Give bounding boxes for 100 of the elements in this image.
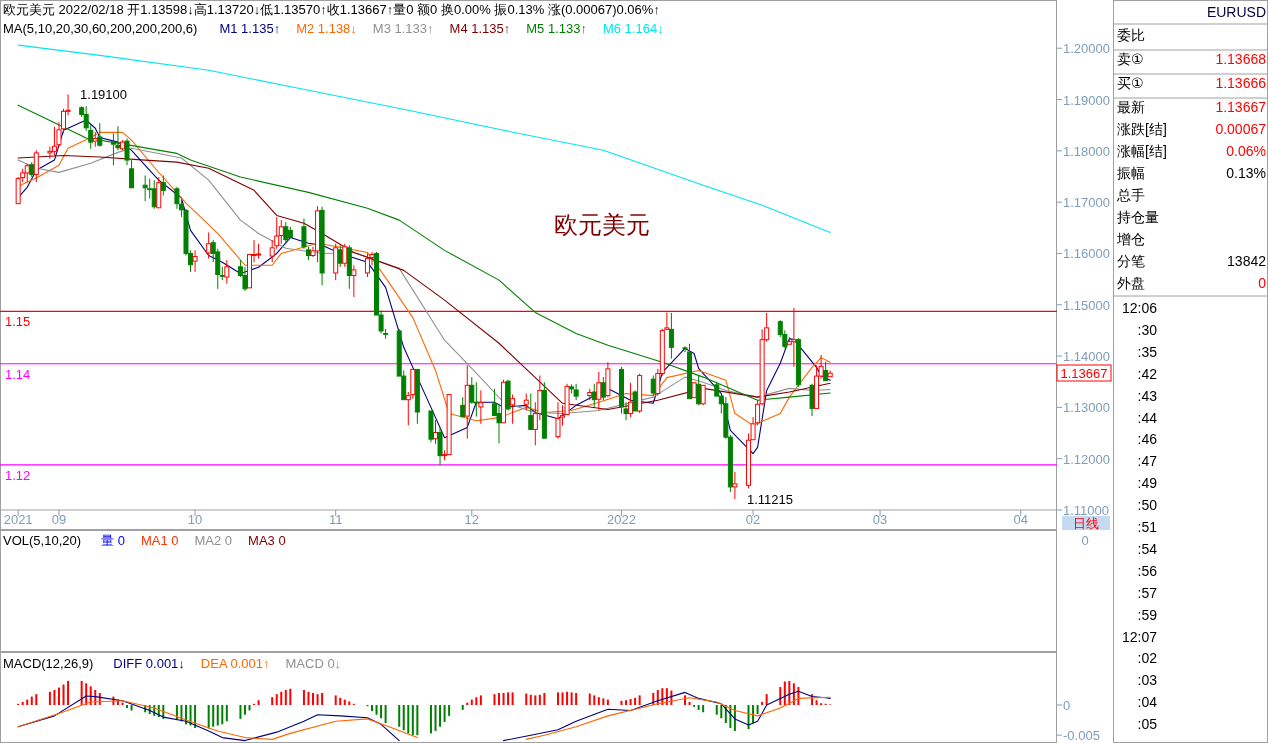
annotation: 欧元美元	[554, 211, 650, 238]
candlestick	[732, 471, 738, 500]
bar	[398, 705, 401, 727]
bar	[248, 705, 251, 711]
bar	[221, 705, 224, 725]
bar	[443, 705, 446, 722]
ref-line-label: 1.14	[5, 366, 31, 382]
text: :56	[1137, 562, 1158, 579]
bar	[720, 705, 723, 719]
bar	[407, 705, 410, 734]
x-tick-label: 2021	[3, 512, 33, 527]
y-tick-label: 1.11000	[1063, 503, 1110, 518]
bar	[588, 693, 591, 706]
bar	[697, 705, 700, 710]
bar	[448, 705, 451, 716]
bar	[575, 692, 578, 706]
text: EURUSD	[1206, 4, 1266, 20]
candlestick	[691, 382, 697, 399]
bar	[783, 681, 786, 706]
chart-title: MACD(12,26,9)	[3, 656, 94, 671]
y-tick-label: 1.20000	[1063, 41, 1110, 57]
bar	[343, 699, 346, 706]
candlestick	[410, 368, 416, 400]
y-tick-label: 1.17000	[1063, 195, 1110, 211]
bar	[493, 694, 496, 706]
bar	[130, 705, 133, 711]
bar	[561, 692, 564, 706]
bar	[556, 692, 559, 706]
text: :43	[1137, 387, 1158, 404]
y-tick-label: 1.19000	[1063, 92, 1110, 108]
x-tick-label: 09	[51, 512, 67, 527]
bar	[370, 705, 373, 712]
bar	[498, 692, 501, 706]
legend: MA3 0	[248, 533, 286, 548]
text: :05	[1137, 716, 1158, 733]
category-label: 涨幅[结]	[1117, 143, 1167, 159]
bar	[543, 692, 546, 706]
y-tick-label: 0	[1063, 698, 1071, 714]
candlestick	[192, 249, 198, 273]
bar	[429, 705, 432, 734]
text: :35	[1137, 343, 1158, 360]
bar	[53, 689, 56, 706]
bar	[629, 699, 632, 706]
bar	[334, 695, 337, 706]
ref-line-label: 1.15	[5, 314, 31, 330]
x-tick-label: 02	[745, 512, 761, 527]
bar	[67, 680, 70, 706]
x-tick-label: 10	[187, 512, 203, 527]
bar	[634, 697, 637, 706]
bar	[402, 705, 405, 731]
text: 12:07	[1121, 628, 1158, 645]
bar	[280, 691, 283, 706]
candlestick	[528, 393, 534, 430]
annotation: 1.19100	[80, 87, 128, 103]
category-label: 振幅	[1117, 165, 1145, 181]
bar	[375, 705, 378, 715]
candlestick	[632, 389, 638, 412]
text: 12:06	[1121, 300, 1158, 316]
y-tick-label: 1.18000	[1063, 143, 1110, 159]
legend: M6 1.164↓	[602, 21, 664, 36]
text: 1.13666	[1215, 75, 1266, 91]
text: :46	[1137, 431, 1158, 448]
text: 1.13667	[1060, 366, 1108, 381]
bar	[507, 692, 510, 706]
candlestick	[464, 364, 470, 440]
text: :47	[1137, 453, 1158, 470]
bar	[348, 701, 351, 706]
bar	[302, 689, 305, 706]
bar	[384, 705, 387, 724]
bar	[216, 705, 219, 726]
text: 0.00067	[1215, 121, 1266, 137]
bar	[597, 697, 600, 706]
bar	[761, 702, 764, 706]
bar	[80, 680, 83, 706]
bar	[439, 705, 442, 727]
bar	[126, 705, 129, 709]
bar	[312, 692, 315, 706]
chart-title: 欧元美元 2022/02/18 开1.13598↓高1.13720↓低1.13570↑收1.13667↑量0 额0 换0.00% 振0.13% 涨(0.00067)0.06%↑	[3, 2, 660, 17]
y-tick-label: 1.15000	[1063, 297, 1110, 313]
y-tick-label: 1.13000	[1063, 400, 1110, 416]
category-label: 外盘	[1117, 275, 1145, 291]
bar	[380, 705, 383, 719]
text: MA(5,10,20,30,60,200,200,200,6)	[3, 21, 198, 36]
bar	[779, 686, 782, 706]
text: 日线	[1073, 516, 1099, 531]
bar	[570, 692, 573, 706]
bar	[225, 705, 228, 722]
candlestick	[242, 266, 248, 292]
bar	[212, 705, 215, 727]
candlestick	[814, 364, 820, 409]
text: 1.13667	[1215, 99, 1266, 115]
text: 0.13%	[1226, 165, 1266, 181]
bar	[638, 695, 641, 706]
bar	[461, 705, 464, 710]
bar	[26, 699, 29, 706]
bar	[239, 705, 242, 719]
legend: DEA 0.001↑	[200, 656, 270, 671]
candlestick	[564, 383, 570, 416]
bar	[756, 705, 759, 715]
bar	[339, 697, 342, 706]
